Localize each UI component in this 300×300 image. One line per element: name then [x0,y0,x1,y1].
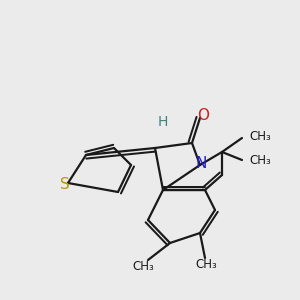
Text: CH₃: CH₃ [250,130,271,143]
Text: N: N [196,156,207,171]
Text: CH₃: CH₃ [133,260,154,273]
Text: S: S [60,177,70,192]
Text: O: O [198,108,210,123]
Text: CH₃: CH₃ [196,258,217,271]
Text: CH₃: CH₃ [250,154,271,167]
Text: H: H [158,115,168,129]
